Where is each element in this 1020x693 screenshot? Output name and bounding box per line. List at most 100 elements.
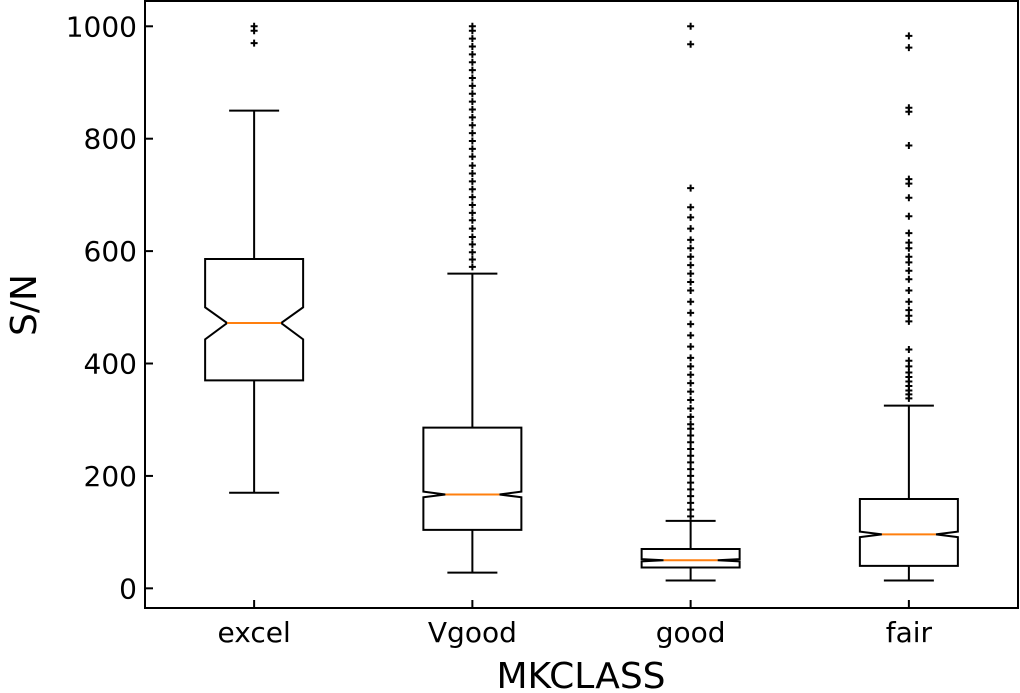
outlier-point [687, 445, 695, 453]
outlier-point [687, 244, 695, 252]
outlier-point [687, 309, 695, 317]
box-body [204, 257, 305, 382]
outlier-point [687, 270, 695, 278]
outlier-point [687, 184, 695, 192]
outlier-point [468, 209, 476, 217]
outlier-point [468, 121, 476, 129]
x-tick-label: good [656, 616, 726, 649]
plot-frame [144, 0, 1019, 609]
outlier-point [687, 420, 695, 428]
outlier-point [468, 90, 476, 98]
x-axis-ticks: excel Vgood good fair [218, 600, 933, 649]
outlier-point [468, 22, 476, 30]
outlier-point [687, 213, 695, 221]
outlier-point [468, 145, 476, 153]
outlier-point [687, 225, 695, 233]
outlier-point [687, 354, 695, 362]
outlier-point [687, 261, 695, 269]
outlier-point [687, 371, 695, 379]
outlier-point [468, 177, 476, 185]
outlier-point [250, 39, 258, 47]
outlier-point [905, 298, 913, 306]
box-fair [858, 32, 959, 582]
outlier-point [468, 98, 476, 106]
outlier-point [468, 113, 476, 121]
box-body [422, 426, 523, 531]
outlier-point [905, 345, 913, 353]
outlier-point [687, 343, 695, 351]
outlier-point [905, 141, 913, 149]
x-tick-label: Vgood [428, 616, 517, 649]
y-axis-label: S/N [4, 274, 45, 336]
outlier-point [687, 465, 695, 473]
outlier-point [687, 298, 695, 306]
outlier-point [468, 105, 476, 113]
outlier-point [687, 431, 695, 439]
outlier-point [687, 472, 695, 480]
x-axis-label: MKCLASS [496, 656, 665, 693]
outlier-point [905, 194, 913, 202]
box-Vgood [422, 22, 523, 574]
outlier-point [905, 357, 913, 365]
outlier-point [468, 233, 476, 241]
outlier-point [687, 512, 695, 520]
outlier-point [687, 438, 695, 446]
outlier-point [687, 203, 695, 211]
outlier-point [468, 129, 476, 137]
box-body [640, 547, 741, 569]
outlier-point [468, 240, 476, 248]
outlier-point [687, 479, 695, 487]
y-tick-label: 800 [84, 123, 137, 156]
outlier-point [468, 137, 476, 145]
outlier-point [905, 104, 913, 112]
outlier-point [905, 306, 913, 314]
x-tick-label: excel [218, 616, 291, 649]
outlier-point [905, 32, 913, 40]
outlier-point [468, 225, 476, 233]
outlier-point [687, 331, 695, 339]
y-axis-ticks: 0 200 400 600 800 1000 [66, 10, 153, 605]
outlier-point [687, 379, 695, 387]
outlier-point [905, 369, 913, 377]
outlier-point [468, 74, 476, 82]
outlier-point [468, 185, 476, 193]
outlier-point [687, 458, 695, 466]
outlier-point [468, 170, 476, 178]
outlier-point [687, 22, 695, 30]
y-tick-label: 200 [84, 460, 137, 493]
outlier-point [468, 35, 476, 43]
outlier-point [687, 492, 695, 500]
outlier-point [468, 263, 476, 271]
outlier-point [468, 153, 476, 161]
y-tick-label: 0 [119, 572, 137, 605]
outlier-point [468, 50, 476, 58]
outlier-point [687, 499, 695, 507]
outlier-point [468, 82, 476, 90]
outlier-point [687, 485, 695, 493]
outlier-point [468, 201, 476, 209]
outlier-point [468, 162, 476, 170]
y-tick-label: 600 [84, 235, 137, 268]
outlier-point [468, 216, 476, 224]
outlier-point [468, 66, 476, 74]
outlier-point [468, 193, 476, 201]
outlier-point [905, 286, 913, 294]
outlier-point [687, 506, 695, 514]
boxes-layer [204, 22, 959, 582]
outlier-point [468, 43, 476, 51]
outlier-point [687, 452, 695, 460]
outlier-point [905, 275, 913, 283]
y-tick-label: 400 [84, 348, 137, 381]
outlier-point [250, 22, 258, 30]
outlier-point [905, 175, 913, 183]
box-excel [204, 22, 305, 494]
outlier-point [687, 253, 695, 261]
outlier-point [468, 58, 476, 66]
outlier-point [468, 256, 476, 264]
outlier-point [687, 278, 695, 286]
outlier-point [687, 320, 695, 328]
outlier-point [687, 236, 695, 244]
outlier-point [905, 229, 913, 237]
box-good [640, 22, 741, 582]
